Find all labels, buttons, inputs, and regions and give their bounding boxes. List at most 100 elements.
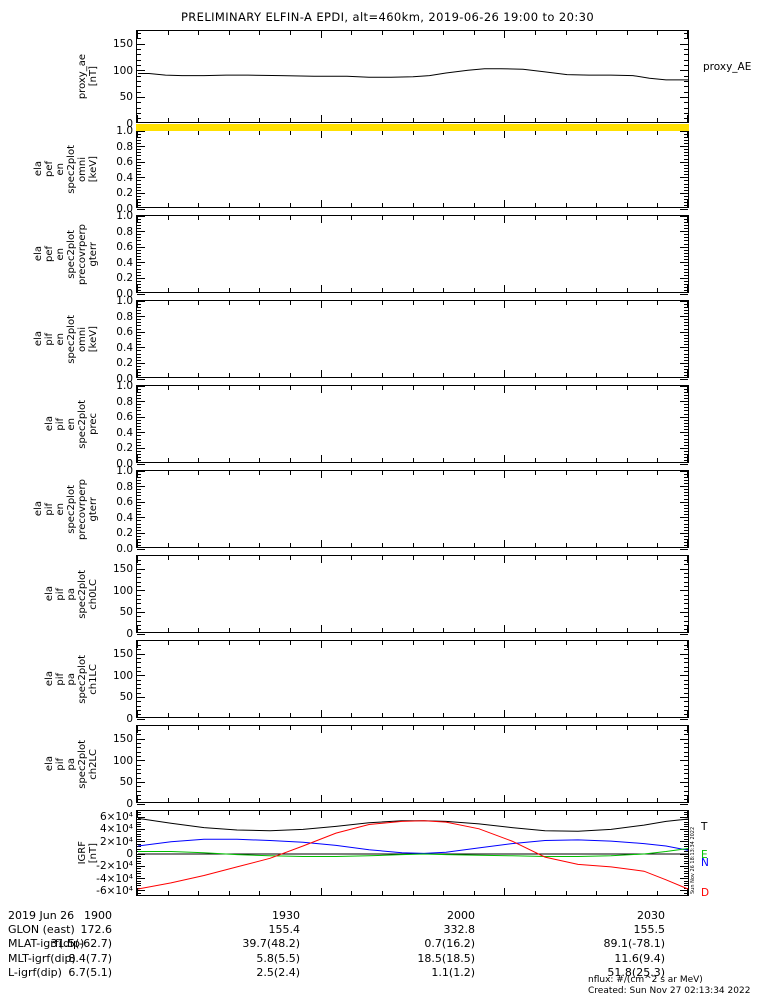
y-axis-title-ela-pif-pa-ch2lc: ela pif pa spec2plot ch2LC	[13, 726, 99, 802]
y-tick-minor	[137, 287, 141, 289]
y-tick-minor	[684, 155, 688, 157]
y-tick-label: 0.4	[116, 341, 133, 354]
y-tick-minor	[137, 843, 141, 845]
x-tick-minor	[290, 131, 292, 135]
y-tick-major	[680, 890, 688, 892]
y-tick-minor	[684, 139, 688, 141]
x-tick-minor	[167, 458, 169, 462]
x-tick-minor	[167, 543, 169, 547]
y-tick-minor	[137, 328, 141, 330]
x-tick-minor	[228, 641, 230, 645]
x-tick-minor	[351, 373, 353, 377]
y-tick-label: -4×10⁴	[96, 872, 133, 885]
x-tick-minor	[198, 301, 200, 305]
panel-ela-pif-en-precovrperp-gterr: 0.0 0.2 0.4 0.6 0.8 1.0 ela pif en spec2plot preco…	[33, 466, 689, 554]
x-tick-minor	[198, 628, 200, 632]
x-tick-minor	[534, 713, 536, 717]
y-tick-minor	[137, 616, 141, 618]
y-tick-major	[137, 177, 145, 179]
x-tick-major	[687, 726, 688, 733]
x-tick-minor	[626, 458, 628, 462]
y-tick-minor	[137, 495, 141, 497]
x-tick-major	[504, 31, 506, 38]
y-tick-minor	[684, 777, 688, 779]
y-tick-minor	[137, 205, 141, 207]
y-tick-minor	[137, 855, 141, 857]
y-tick-minor	[137, 598, 141, 600]
y-tick-minor	[684, 629, 688, 631]
y-tick-minor	[684, 670, 688, 672]
y-tick-minor	[137, 492, 141, 494]
x-tick-minor	[412, 713, 414, 717]
x-tick-minor	[198, 118, 200, 122]
y-tick-minor	[684, 410, 688, 412]
annotation-row: GLON (east) 172.6 155.4 332.8 155.5	[0, 923, 775, 937]
y-tick-minor	[137, 435, 141, 437]
y-tick-label: 50	[119, 606, 133, 619]
y-tick-minor	[137, 585, 141, 587]
x-tick-minor	[167, 301, 169, 305]
y-tick-minor	[684, 607, 688, 609]
x-tick-minor	[351, 726, 353, 730]
x-tick-minor	[259, 641, 261, 645]
annotation-value: 51.8(25.3)	[607, 965, 665, 979]
annotation-value: 332.8	[443, 923, 476, 937]
y-tick-label: 0.4	[116, 256, 133, 269]
y-tick-label: 100	[112, 584, 133, 597]
y-tick-minor	[684, 559, 688, 561]
y-axis-title-ela-pif-en-prec: ela pif en spec2plot prec	[13, 386, 99, 462]
y-tick-minor	[684, 826, 688, 828]
y-tick-minor	[684, 413, 688, 415]
y-tick-major	[137, 146, 145, 148]
x-tick-major	[504, 115, 506, 122]
annotation-value: 2000	[447, 909, 475, 922]
y-tick-minor	[137, 504, 141, 506]
y-tick-minor	[137, 729, 141, 731]
y-axis-title-part: en	[55, 247, 66, 261]
panel-ela-pif-pa-ch1lc: 0 50 100 150 ela pif pa spec2plot ch1LC	[44, 640, 689, 724]
y-tick-minor	[684, 514, 688, 516]
x-tick-minor	[596, 131, 598, 135]
y-axis-title-part: prec	[88, 413, 99, 435]
y-tick-minor	[684, 227, 688, 229]
y-tick-minor	[684, 662, 688, 664]
legend-igrf-N: N	[701, 857, 709, 869]
x-tick-major	[687, 200, 688, 207]
x-tick-minor	[443, 386, 445, 390]
y-tick-minor	[684, 751, 688, 753]
y-tick-minor	[137, 259, 141, 261]
y-tick-minor	[137, 536, 141, 538]
x-tick-minor	[351, 131, 353, 135]
x-tick-minor	[596, 891, 598, 895]
x-tick-minor	[565, 726, 567, 730]
y-tick-minor	[137, 836, 141, 838]
y-tick-major	[137, 568, 145, 570]
y-tick-minor	[137, 620, 141, 622]
y-axis-title-part: en	[55, 162, 66, 176]
y-tick-major	[137, 277, 145, 279]
y-tick-minor	[137, 482, 141, 484]
y-tick-minor	[684, 545, 688, 547]
x-tick-minor	[351, 288, 353, 292]
x-tick-minor	[167, 131, 169, 135]
y-tick-minor	[684, 843, 688, 845]
y-tick-major	[137, 43, 145, 45]
y-tick-minor	[684, 136, 688, 138]
y-tick-minor	[684, 476, 688, 478]
y-tick-label: 0.6	[116, 155, 133, 168]
y-tick-major	[680, 878, 688, 880]
x-tick-minor	[167, 628, 169, 632]
y-axis-title-part: ela	[33, 331, 44, 347]
y-tick-minor	[137, 821, 141, 823]
y-tick-minor	[137, 454, 141, 456]
x-tick-minor	[473, 628, 475, 632]
x-tick-minor	[626, 131, 628, 135]
x-tick-minor	[473, 798, 475, 802]
x-tick-minor	[443, 543, 445, 547]
y-tick-minor	[137, 511, 141, 513]
y-tick-major	[137, 841, 145, 843]
x-tick-minor	[565, 713, 567, 717]
x-tick-minor	[565, 458, 567, 462]
x-tick-minor	[198, 726, 200, 730]
y-tick-minor	[684, 435, 688, 437]
